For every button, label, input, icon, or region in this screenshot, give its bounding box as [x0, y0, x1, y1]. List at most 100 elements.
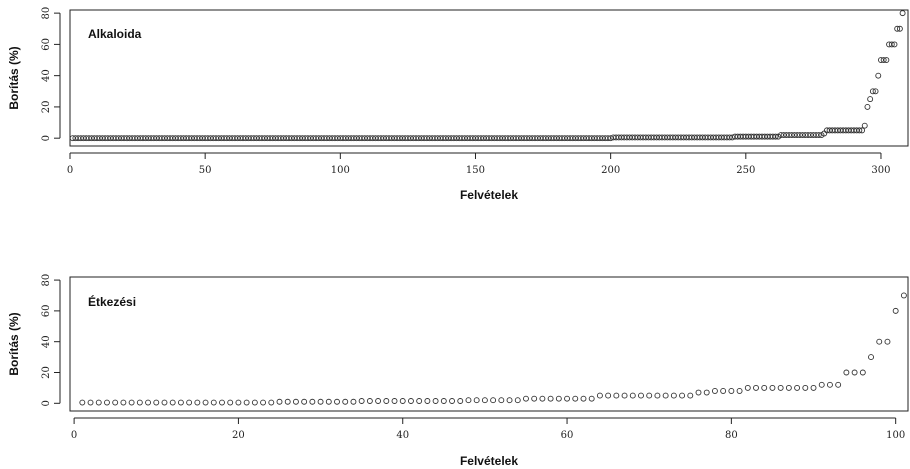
- data-point: [161, 399, 168, 406]
- data-point: [465, 397, 472, 404]
- data-point: [186, 399, 193, 406]
- data-point: [440, 398, 447, 404]
- data-point: [145, 399, 151, 406]
- data-point: [679, 392, 686, 399]
- data-point: [900, 292, 907, 299]
- data-point: [87, 399, 94, 406]
- x-tick-label: 150: [466, 165, 485, 176]
- data-point: [662, 392, 669, 399]
- panel-label: Étkezési: [88, 294, 136, 309]
- data-point: [711, 388, 718, 394]
- data-point: [703, 389, 710, 396]
- data-point: [726, 134, 733, 141]
- x-axis-title: Felvételek: [460, 188, 518, 202]
- data-point: [646, 392, 653, 399]
- x-tick-label: 40: [396, 430, 409, 441]
- x-tick-label: 300: [871, 165, 890, 176]
- data-point: [120, 399, 127, 406]
- data-point: [564, 395, 570, 402]
- data-point: [260, 399, 267, 406]
- data-point: [736, 388, 743, 394]
- data-point: [194, 399, 201, 406]
- data-point: [728, 388, 735, 394]
- data-point: [424, 398, 431, 404]
- data-point: [292, 398, 299, 405]
- data-point: [481, 397, 488, 404]
- data-point: [350, 398, 357, 405]
- data-point: [136, 399, 143, 406]
- data-point: [777, 384, 784, 391]
- data-point: [744, 384, 751, 391]
- data-point: [555, 395, 562, 402]
- y-tick-label: 80: [41, 274, 52, 287]
- data-point: [95, 399, 102, 406]
- data-point: [654, 392, 661, 399]
- data-point: [104, 399, 110, 406]
- y-tick-label: 20: [41, 366, 52, 379]
- data-point: [301, 398, 308, 405]
- data-point: [891, 41, 898, 48]
- data-point: [864, 103, 871, 110]
- data-point: [243, 399, 250, 406]
- data-point: [843, 369, 850, 376]
- y-tick-label: 60: [41, 305, 52, 318]
- data-point: [531, 395, 538, 402]
- data-point: [810, 384, 817, 391]
- data-point: [638, 392, 644, 399]
- x-tick-label: 250: [736, 165, 755, 176]
- data-point: [506, 397, 513, 404]
- x-tick-label: 60: [561, 430, 574, 441]
- data-point: [772, 133, 779, 140]
- data-point: [859, 369, 866, 376]
- data-point: [613, 392, 620, 399]
- data-point: [868, 354, 874, 361]
- y-axis-title: Borítás (%): [7, 46, 21, 109]
- data-point: [251, 399, 258, 406]
- x-axis-title: Felvételek: [460, 454, 518, 468]
- data-point: [861, 122, 868, 129]
- data-point: [794, 384, 801, 391]
- alkaloida-panel: 0 50 100 150 200 250 300 0 20 40 60 80 Felvételek Bor…: [7, 7, 909, 202]
- data-point: [498, 397, 505, 404]
- x-tick-label: 0: [67, 165, 73, 176]
- data-point: [827, 381, 833, 388]
- data-point: [358, 398, 365, 404]
- data-point: [607, 135, 614, 142]
- data-point: [818, 381, 825, 388]
- x-tick-label: 100: [886, 430, 905, 441]
- data-point: [572, 395, 579, 402]
- data-point: [523, 395, 529, 402]
- data-point: [490, 397, 497, 404]
- data-point: [596, 392, 603, 399]
- data-point: [317, 398, 324, 405]
- data-point: [753, 384, 759, 391]
- data-point: [896, 25, 903, 32]
- y-tick-label: 20: [41, 101, 52, 114]
- data-point: [325, 398, 332, 405]
- data-point: [210, 399, 217, 406]
- data-point: [892, 307, 899, 314]
- data-point: [869, 88, 876, 95]
- data-point: [169, 399, 176, 406]
- data-point: [514, 397, 521, 404]
- y-tick-label: 40: [41, 69, 52, 82]
- data-point: [880, 57, 887, 63]
- data-point: [79, 399, 86, 406]
- data-point: [687, 392, 694, 399]
- data-point: [342, 398, 349, 405]
- data-point: [128, 399, 135, 406]
- data-point: [815, 132, 822, 139]
- x-tick-label: 100: [331, 165, 350, 176]
- data-point: [856, 127, 863, 134]
- data-point: [432, 398, 439, 404]
- data-point: [539, 395, 546, 402]
- data-point: [416, 398, 423, 404]
- y-tick-label: 0: [41, 400, 52, 406]
- x-tick-label: 0: [71, 430, 77, 441]
- etkezesi-panel: 0 20 40 60 80 100 0 20 40 60 80 Felvételek Borítás (…: [7, 274, 909, 468]
- data-point: [761, 384, 768, 391]
- y-axis-title: Borítás (%): [7, 312, 21, 375]
- data-point: [227, 399, 234, 406]
- data-point: [153, 399, 160, 406]
